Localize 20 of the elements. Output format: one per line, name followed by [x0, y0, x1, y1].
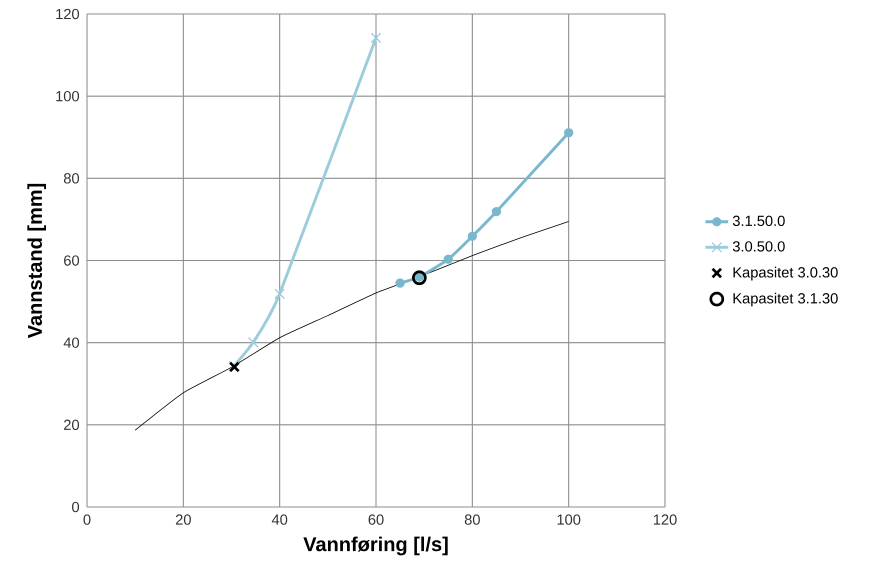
x-tick-label: 80 [464, 514, 480, 525]
x-tick-label: 0 [83, 514, 90, 525]
x-tick-label: 20 [176, 514, 191, 525]
y-tick-label: 120 [56, 8, 80, 20]
y-tick-label: 0 [72, 502, 80, 512]
y-axis-title: Vannstand [mm] [27, 184, 46, 338]
legend-label: 3.0.50.0 [732, 241, 785, 252]
y-tick-label: 80 [64, 173, 80, 184]
x-tick-label: 100 [558, 514, 580, 525]
legend-label: Kapasitet 3.1.30 [734, 292, 838, 306]
y-tick-label: 40 [64, 337, 80, 348]
y-tick-label: 20 [64, 420, 80, 430]
x-tick-label: 60 [368, 514, 384, 525]
legend-label: Kapasitet 3.0.30 [734, 266, 838, 280]
y-tick-label: 100 [56, 90, 80, 102]
legend-label: 3.1.50.0 [732, 216, 785, 226]
y-tick-label: 60 [64, 255, 80, 266]
x-tick-label: 40 [272, 514, 288, 525]
x-axis-title: Vannføring [l/s] [303, 536, 448, 556]
x-tick-label: 120 [654, 514, 677, 525]
